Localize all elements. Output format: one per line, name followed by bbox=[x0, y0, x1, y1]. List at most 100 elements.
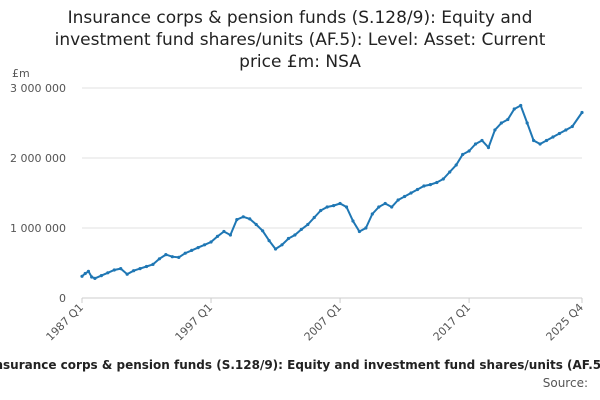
data-point bbox=[80, 274, 84, 278]
data-point bbox=[254, 222, 258, 227]
data-point bbox=[396, 198, 400, 202]
data-point bbox=[83, 271, 87, 276]
data-point bbox=[312, 215, 316, 220]
data-point bbox=[332, 204, 336, 208]
y-tick-label: 0 bbox=[59, 292, 66, 305]
data-point bbox=[377, 205, 381, 209]
data-point bbox=[319, 208, 323, 213]
data-point bbox=[280, 243, 284, 247]
data-point bbox=[357, 229, 362, 234]
data-point bbox=[93, 276, 97, 280]
data-point bbox=[125, 272, 129, 276]
data-point bbox=[299, 227, 303, 231]
data-point bbox=[261, 229, 265, 233]
data-point bbox=[106, 271, 110, 275]
chart-title: Insurance corps & pension funds (S.128/9… bbox=[55, 8, 546, 72]
data-point bbox=[119, 267, 123, 271]
data-point bbox=[338, 201, 342, 206]
data-point bbox=[228, 233, 232, 237]
data-point bbox=[293, 233, 297, 237]
data-point bbox=[144, 264, 149, 269]
data-point bbox=[273, 247, 278, 251]
data-point bbox=[580, 110, 584, 115]
data-point bbox=[480, 138, 484, 143]
data-point bbox=[151, 262, 155, 266]
data-point bbox=[209, 240, 213, 244]
data-point bbox=[544, 138, 549, 143]
data-point bbox=[90, 275, 94, 279]
data-point bbox=[157, 257, 162, 261]
data-point bbox=[99, 274, 103, 278]
data-point bbox=[422, 184, 426, 188]
x-axis bbox=[81, 297, 583, 303]
data-point bbox=[383, 201, 387, 206]
y-axis-tick-labels: 0 1 000 000 2 000 000 3 000 000 bbox=[10, 82, 66, 305]
y-axis-unit-label: £m bbox=[12, 67, 30, 80]
data-point bbox=[202, 243, 207, 247]
data-point bbox=[551, 135, 555, 139]
y-tick-label: 1 000 000 bbox=[10, 222, 66, 235]
data-series bbox=[80, 103, 584, 280]
chart-title-line: Insurance corps & pension funds (S.128/9… bbox=[68, 8, 533, 28]
data-point bbox=[519, 103, 523, 108]
data-point bbox=[248, 217, 252, 221]
data-point bbox=[351, 219, 355, 223]
chart-title-line: price £m: NSA bbox=[239, 52, 361, 72]
data-point bbox=[164, 253, 168, 257]
y-tick-label: 2 000 000 bbox=[10, 152, 66, 165]
data-point bbox=[86, 269, 91, 273]
data-point bbox=[286, 236, 291, 241]
data-point bbox=[235, 218, 239, 222]
data-point bbox=[112, 268, 116, 272]
data-point bbox=[467, 149, 471, 153]
data-point bbox=[183, 251, 187, 255]
data-point bbox=[454, 163, 458, 167]
data-point bbox=[525, 121, 529, 125]
data-point bbox=[325, 205, 329, 209]
data-point bbox=[306, 222, 310, 227]
data-point bbox=[564, 128, 568, 132]
data-point bbox=[570, 124, 574, 129]
chart-title-line: investment fund shares/units (AF.5): Lev… bbox=[55, 30, 546, 50]
data-point bbox=[532, 138, 536, 143]
chart-footer-caption: Insurance corps & pension funds (S.128/9… bbox=[0, 358, 600, 372]
data-point bbox=[267, 239, 271, 243]
data-point bbox=[499, 121, 503, 125]
data-point bbox=[170, 255, 174, 259]
data-point bbox=[435, 180, 439, 185]
data-point bbox=[222, 229, 226, 234]
x-axis-tick-labels: 1987 Q1 1997 Q1 2007 Q1 2017 Q1 2025 Q4 bbox=[44, 301, 587, 344]
data-point bbox=[196, 246, 200, 250]
data-point bbox=[428, 183, 432, 187]
data-point bbox=[138, 267, 142, 271]
data-point bbox=[448, 170, 452, 174]
data-point bbox=[344, 205, 349, 209]
data-point bbox=[132, 269, 136, 273]
x-tick-label: 1997 Q1 bbox=[173, 301, 216, 344]
data-point bbox=[486, 145, 491, 150]
data-point bbox=[190, 248, 194, 252]
data-point bbox=[461, 152, 465, 157]
data-point bbox=[473, 142, 478, 146]
data-point bbox=[493, 128, 497, 132]
data-point bbox=[441, 177, 445, 181]
series-line bbox=[81, 104, 583, 280]
data-point bbox=[409, 191, 413, 195]
data-point bbox=[241, 215, 245, 219]
data-point bbox=[415, 187, 420, 192]
data-point bbox=[512, 107, 516, 111]
data-point bbox=[370, 212, 374, 216]
data-point bbox=[364, 226, 368, 230]
x-tick-label: 2025 Q4 bbox=[544, 301, 587, 344]
source-label: Source: bbox=[542, 376, 588, 390]
x-tick-label: 2007 Q1 bbox=[302, 301, 345, 344]
x-tick-label: 2017 Q1 bbox=[431, 301, 474, 344]
data-point bbox=[538, 142, 542, 146]
data-point bbox=[402, 194, 407, 199]
data-point bbox=[557, 131, 562, 136]
y-tick-label: 3 000 000 bbox=[10, 82, 66, 95]
data-point bbox=[177, 255, 181, 259]
data-point bbox=[390, 205, 394, 209]
